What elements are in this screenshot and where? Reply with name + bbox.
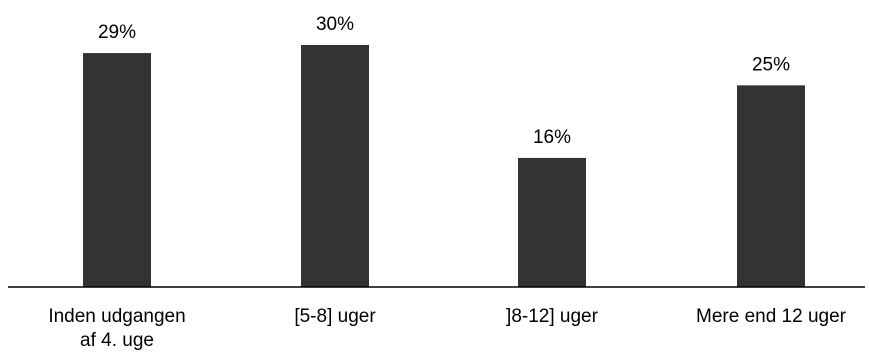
bar-1: [83, 53, 151, 287]
category-label-line: Mere end 12 uger: [696, 306, 847, 327]
data-label-3: 16%: [533, 127, 571, 148]
bars-layer: [83, 45, 805, 287]
category-label-line: af 4. uge: [80, 330, 154, 351]
category-label-3: ]8-12] uger: [506, 306, 599, 327]
data-label-1: 29%: [98, 22, 136, 43]
data-label-2: 30%: [316, 14, 354, 35]
category-label-1: Inden udgangen af 4. uge: [48, 306, 185, 351]
category-label-line: ]8-12] uger: [506, 306, 599, 327]
category-label-4: Mere end 12 uger: [696, 306, 847, 327]
bar-3: [518, 157, 586, 287]
bar-4: [737, 85, 805, 287]
bar-2: [301, 45, 369, 287]
category-label-line: [5-8] uger: [294, 306, 376, 327]
labels-layer: 29% Inden udgangen af 4. uge 30% [5-8] uger 1…: [48, 14, 846, 351]
category-label-line: Inden udgangen: [48, 306, 185, 327]
data-label-4: 25%: [752, 54, 790, 75]
category-label-2: [5-8] uger: [294, 306, 376, 327]
